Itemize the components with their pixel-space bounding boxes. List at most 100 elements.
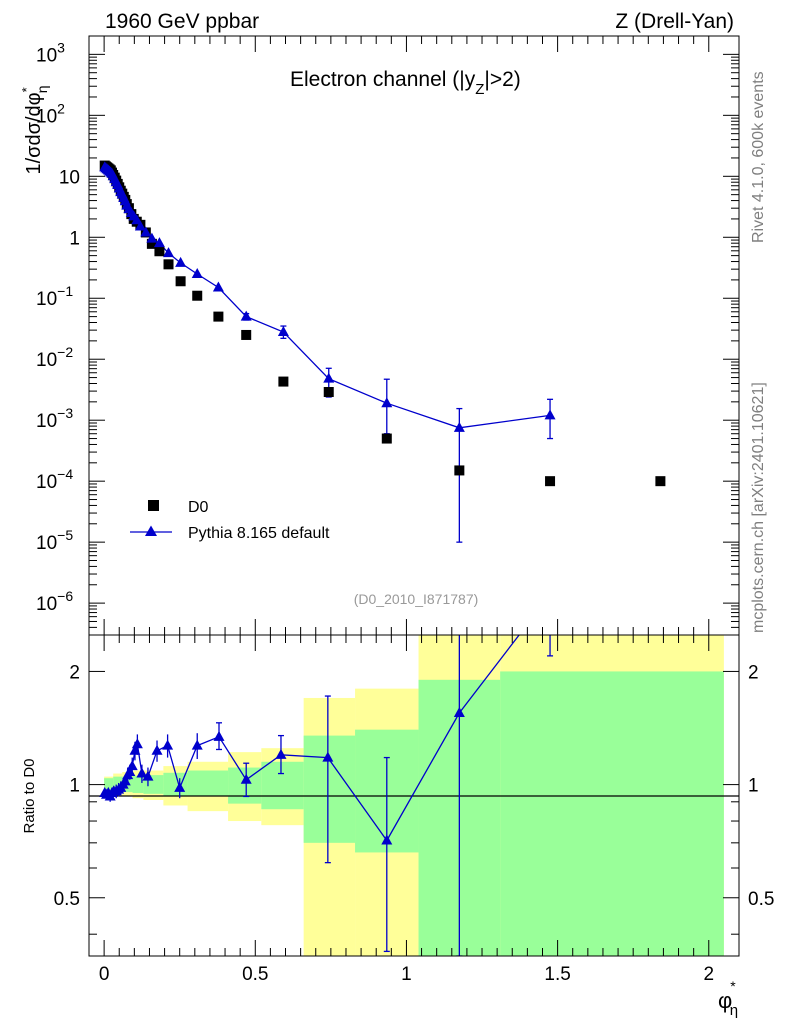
d0-point: [655, 476, 666, 487]
legend-pythia-label: Pythia 8.165 default: [188, 525, 330, 542]
legend-d0-label: D0: [188, 499, 209, 516]
panel-title-main: Electron channel (|y: [290, 68, 476, 91]
y-tick-label: 10−3: [36, 405, 73, 432]
main-ylabel-sub: η: [34, 86, 50, 94]
stat-uncertainty-band: [113, 776, 123, 793]
ratio-point: [162, 739, 174, 750]
d0-point: [381, 433, 392, 444]
stat-uncertainty-band: [303, 735, 356, 843]
pythia-point: [240, 310, 252, 321]
ratio-point: [213, 730, 225, 741]
pythia-point: [153, 237, 165, 248]
ratio-y-tick-label-right: 1: [748, 776, 759, 797]
pythia-point: [544, 409, 556, 420]
x-tick-label: 0: [99, 964, 110, 985]
analysis-id: (D0_2010_I871787): [354, 591, 479, 607]
rivet-label: Rivet 4.1.0, 600k events: [750, 71, 767, 243]
pythia-point: [146, 232, 158, 243]
x-tick-label: 1.5: [544, 964, 570, 985]
ratio-point: [136, 767, 148, 778]
ratio-y-tick-label-right: 2: [748, 662, 759, 683]
ratio-point: [545, 589, 556, 599]
ratio-point: [275, 748, 287, 759]
y-tick-label: 103: [36, 39, 65, 66]
pythia-point: [277, 325, 289, 336]
d0-point: [545, 476, 556, 487]
pythia-point: [134, 220, 146, 231]
y-tick-label: 10−2: [36, 344, 73, 371]
pythia-point: [175, 256, 187, 267]
ratio-point: [381, 834, 393, 845]
y-tick-label: 10−4: [36, 466, 73, 493]
ratio-point: [151, 744, 163, 755]
ratio-plot-frame: [88, 634, 740, 957]
stat-uncertainty-band: [500, 671, 724, 956]
d0-point: [241, 329, 252, 340]
pythia-point: [323, 372, 335, 383]
ratio-point: [322, 751, 334, 762]
ratio-point: [174, 781, 186, 792]
pythia-point: [191, 267, 203, 278]
ratio-point: [453, 707, 465, 718]
ratio-y-tick-label-left: 0.5: [54, 889, 80, 910]
stat-uncertainty-band: [187, 770, 229, 797]
x-tick-label: 0.5: [242, 964, 268, 985]
main-y-axis-label: 1/σdσ/dφ*η: [19, 86, 50, 175]
ratio-y-tick-label-left: 1: [69, 776, 80, 797]
panel-title: Electron channel (|yZ|>2): [290, 68, 521, 98]
x-tick-label: 2: [703, 964, 714, 985]
pythia-point: [140, 226, 152, 237]
y-tick-label: 102: [36, 100, 65, 127]
d0-point: [278, 376, 289, 387]
ratio-point: [191, 739, 203, 750]
x-tick-label: 1: [401, 964, 412, 985]
ratio-tick-labels: 0.5 0.5 1 1 2 2 0 0.5 1 1.5 2: [54, 662, 775, 985]
pythia-point: [212, 281, 224, 292]
y-tick-label: 10−1: [36, 283, 73, 310]
d0-point: [192, 290, 203, 301]
d0-point: [146, 238, 157, 249]
panel-title-tail: |>2): [484, 68, 520, 91]
mcplots-label: mcplots.cern.ch [arXiv:2401.10621]: [750, 382, 767, 633]
legend-pythia-marker: [145, 525, 157, 536]
ratio-point: [142, 770, 154, 781]
d0-point: [323, 387, 334, 398]
pythia-point: [381, 397, 393, 408]
main-ylabel-sup: *: [19, 87, 34, 92]
pythia-point: [163, 247, 175, 258]
ratio-point: [131, 738, 143, 749]
stat-uncertainty-band: [261, 761, 304, 810]
main-data-series: [99, 160, 666, 543]
pythia-point: [131, 214, 143, 225]
panel-title-sub: Z: [475, 81, 484, 98]
x-axis-label: φ* η: [718, 978, 738, 1019]
ratio-y-tick-label-left: 2: [69, 662, 80, 683]
y-tick-label: 10−5: [36, 527, 73, 554]
d0-point: [175, 276, 186, 287]
y-tick-label: 1: [69, 228, 80, 249]
ratio-point: [240, 773, 252, 784]
legend-d0-marker: [148, 500, 159, 511]
d0-point: [454, 465, 465, 476]
ratio-axis-ticks: [89, 635, 739, 956]
y-tick-label: 10−6: [36, 588, 73, 615]
stat-uncertainty-band: [132, 775, 144, 793]
y-tick-label: 10: [59, 167, 80, 188]
main-plot-frame: [88, 35, 740, 636]
pythia-point: [453, 421, 465, 432]
legend: D0 Pythia 8.165 default: [130, 499, 330, 542]
ratio-point: [126, 760, 138, 771]
d0-point: [213, 311, 224, 322]
d0-point: [154, 246, 165, 257]
main-y-tick-labels: 10−6 10−5 10−4 10−3 10−2 10−1 1 10 102 103: [36, 39, 80, 615]
ratio-data-series: [99, 589, 556, 956]
ratio-y-tick-label-right: 0.5: [748, 889, 774, 910]
main-axis-ticks: [89, 35, 739, 636]
process-title: Z (Drell-Yan): [615, 10, 734, 33]
stat-uncertainty-band: [104, 778, 114, 792]
d0-point: [163, 259, 174, 270]
main-ylabel-main: 1/σdσ/dφ: [23, 92, 45, 174]
energy-title: 1960 GeV ppbar: [105, 10, 259, 33]
ratio-y-axis-label: Ratio to D0: [21, 758, 38, 833]
